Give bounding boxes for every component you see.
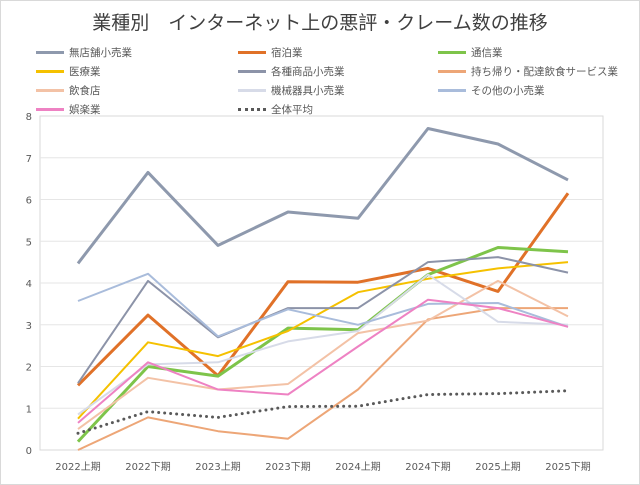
legend-swatch xyxy=(238,107,266,111)
x-tick-label: 2025上期 xyxy=(475,461,520,473)
legend-label: 医療業 xyxy=(69,65,101,78)
series-line-6 xyxy=(77,279,569,430)
y-tick-label: 0 xyxy=(26,446,32,457)
legend-label: 機械器具小売業 xyxy=(271,84,345,97)
series-line-7 xyxy=(77,273,569,416)
legend-label: 無店舗小売業 xyxy=(69,46,132,59)
series-line-2 xyxy=(76,246,569,443)
legend-item: 各種商品小売業 xyxy=(238,64,345,78)
chart-title: 業種別 インターネット上の悪評・クレーム数の推移 xyxy=(92,12,548,34)
series-line-3 xyxy=(77,261,569,420)
y-tick-label: 4 xyxy=(26,279,32,290)
legend-item: その他の小売業 xyxy=(438,83,545,97)
x-tick-label: 2023上期 xyxy=(195,461,240,473)
series-line-5 xyxy=(77,307,568,451)
legend-item: 医療業 xyxy=(36,64,101,78)
y-tick-label: 6 xyxy=(26,196,32,207)
y-tick-label: 8 xyxy=(26,112,32,123)
series-line-1 xyxy=(76,192,570,387)
legend-label: その他の小売業 xyxy=(471,84,545,97)
legend-swatch xyxy=(438,69,466,73)
x-tick-label: 2023下期 xyxy=(265,461,310,473)
legend-label: 飲食店 xyxy=(69,84,101,97)
y-tick-label: 3 xyxy=(26,321,32,332)
series-line-10 xyxy=(76,389,570,435)
legend-label: 持ち帰り・配達飲食サービス業 xyxy=(471,65,618,78)
series-line-4 xyxy=(77,256,569,384)
legend-item: 持ち帰り・配達飲食サービス業 xyxy=(438,64,618,78)
legend-item: 機械器具小売業 xyxy=(238,83,345,97)
legend-item: 宿泊業 xyxy=(238,45,303,59)
x-tick-label: 2025下期 xyxy=(545,461,590,473)
legend-label: 全体平均 xyxy=(271,103,313,116)
legend-item: 無店舗小売業 xyxy=(36,45,132,59)
y-tick-label: 1 xyxy=(26,404,32,415)
legend-item: 全体平均 xyxy=(238,102,313,116)
x-tick-label: 2024下期 xyxy=(405,461,450,473)
legend-swatch xyxy=(438,88,466,92)
legend-swatch xyxy=(238,50,266,54)
legend-item: 娯楽業 xyxy=(36,102,101,116)
legend-swatch xyxy=(238,69,266,73)
legend-swatch xyxy=(36,69,64,73)
legend-swatch xyxy=(238,88,266,92)
legend-label: 宿泊業 xyxy=(271,46,303,59)
legend-swatch xyxy=(36,88,64,92)
series-line-8 xyxy=(77,272,569,338)
y-tick-label: 7 xyxy=(26,154,32,165)
x-tick-label: 2024上期 xyxy=(335,461,380,473)
y-tick-label: 5 xyxy=(26,237,32,248)
x-tick-label: 2022下期 xyxy=(125,461,170,473)
legend-swatch xyxy=(438,50,466,54)
legend-item: 飲食店 xyxy=(36,83,101,97)
legend-swatch xyxy=(36,50,64,54)
y-tick-label: 2 xyxy=(26,363,32,374)
legend-label: 通信業 xyxy=(471,46,503,59)
legend-item: 通信業 xyxy=(438,45,503,59)
legend-label: 娯楽業 xyxy=(69,103,101,116)
x-tick-label: 2022上期 xyxy=(55,461,100,473)
legend-swatch xyxy=(36,107,64,111)
series-line-9 xyxy=(77,298,569,424)
legend-label: 各種商品小売業 xyxy=(271,65,345,78)
series-line-0 xyxy=(76,127,569,265)
